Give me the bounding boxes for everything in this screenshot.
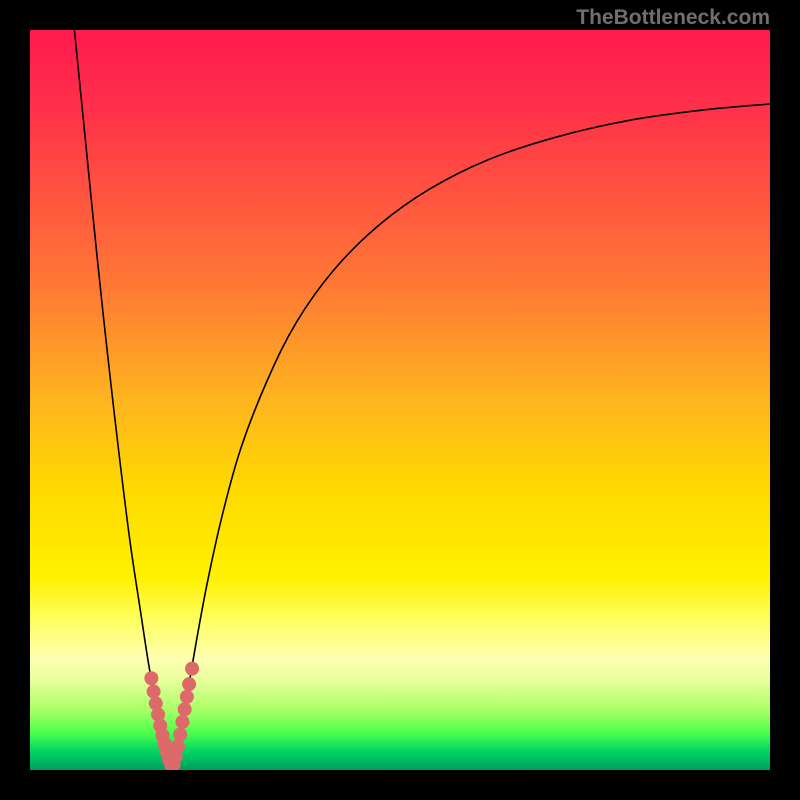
marker-dot — [175, 715, 189, 729]
marker-dot — [180, 690, 194, 704]
marker-dot — [147, 685, 161, 699]
marker-dot — [144, 671, 158, 685]
marker-dot — [185, 662, 199, 676]
plot-area — [30, 30, 770, 770]
marker-dot — [173, 727, 187, 741]
chart-frame: TheBottleneck.com — [0, 0, 800, 800]
marker-dot — [182, 677, 196, 691]
marker-dot — [178, 702, 192, 716]
bottleneck-chart-svg — [30, 30, 770, 770]
marker-dot — [171, 739, 185, 753]
watermark-text: TheBottleneck.com — [576, 6, 770, 30]
gradient-background — [30, 30, 770, 770]
